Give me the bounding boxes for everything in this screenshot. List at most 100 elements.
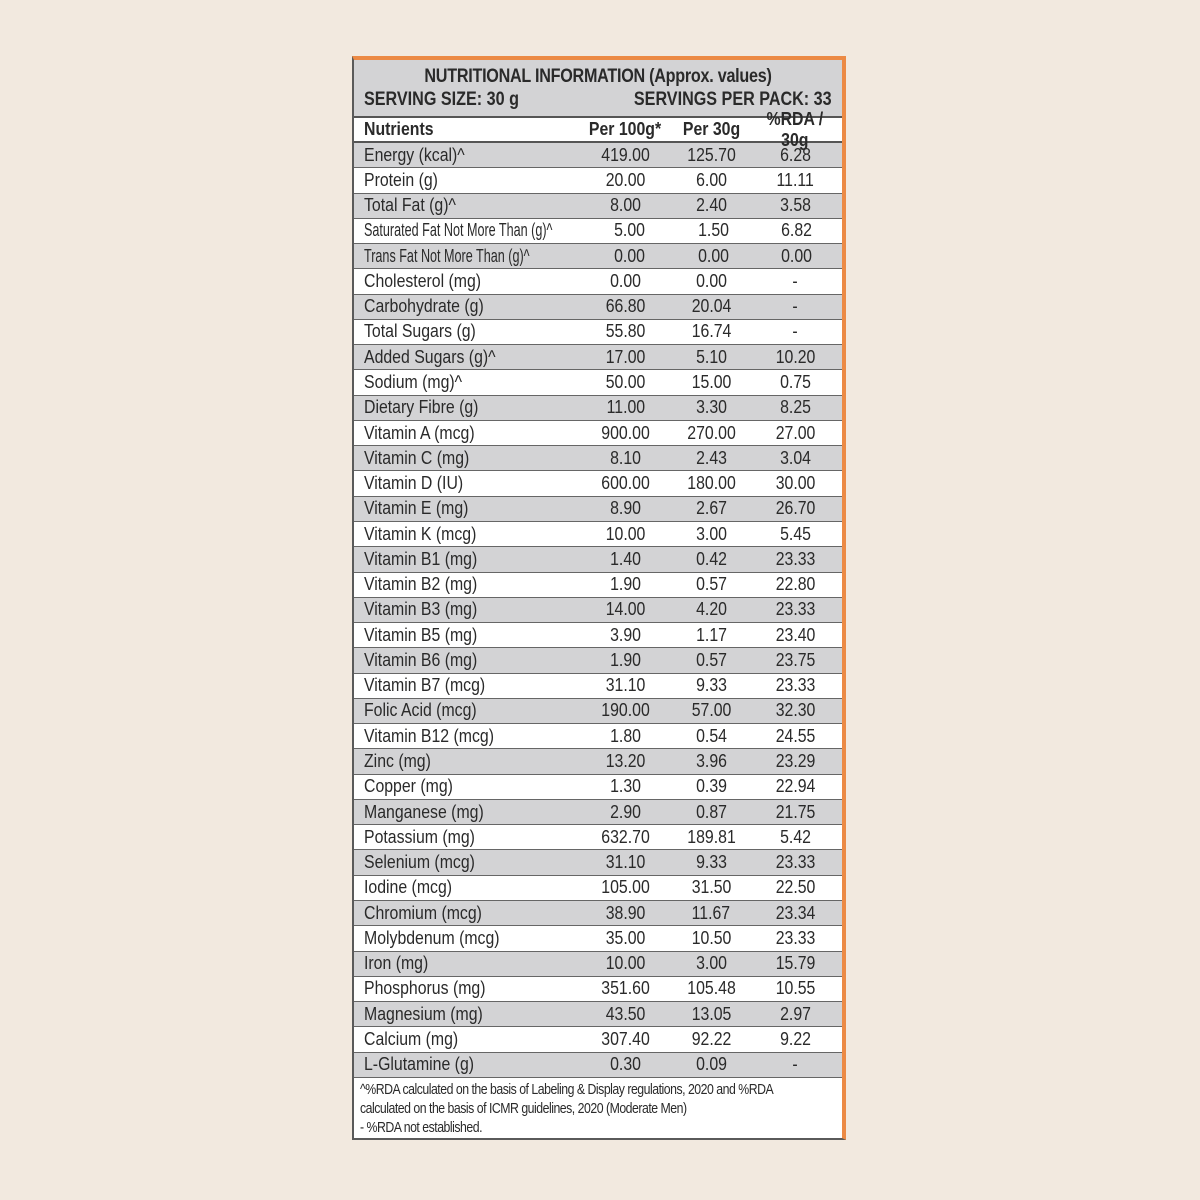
rda-value: 26.70 <box>775 498 815 519</box>
nutrient-name: Manganese (mg) <box>364 801 484 822</box>
table-row: Vitamin B5 (mg) 3.90 1.17 23.40 <box>354 623 842 649</box>
table-row: Selenium (mcg) 31.10 9.33 23.33 <box>354 850 842 876</box>
per-30g-value: 0.39 <box>695 776 727 797</box>
footnote: ^%RDA calculated on the basis of Labelin… <box>360 1080 774 1098</box>
per-100g-value: 10.00 <box>605 953 646 974</box>
rda-value: - <box>792 1054 798 1075</box>
per-100g-value: 0.30 <box>610 1054 641 1075</box>
table-row: Vitamin B3 (mg) 14.00 4.20 23.33 <box>354 597 842 624</box>
per-100g-value: 31.10 <box>605 675 646 696</box>
table-row: Trans Fat Not More Than (g)^ 0.00 0.00 0.00 <box>354 244 842 270</box>
footnotes: ^%RDA calculated on the basis of Labelin… <box>354 1078 842 1139</box>
table-row: Manganese (mg) 2.90 0.87 21.75 <box>354 799 842 826</box>
table-row: Zinc (mg) 13.20 3.96 23.29 <box>354 749 842 775</box>
table-row: Energy (kcal)^ 419.00 125.70 6.28 <box>354 143 842 169</box>
rda-value: 32.30 <box>775 700 815 721</box>
table-row: Vitamin B1 (mg) 1.40 0.42 23.33 <box>354 547 842 573</box>
nutrient-name: Iron (mg) <box>364 953 429 974</box>
per-100g-value: 14.00 <box>605 599 646 620</box>
per-30g-value: 5.10 <box>695 346 727 367</box>
rda-value: 2.97 <box>779 1003 811 1024</box>
table-row: Copper (mg) 1.30 0.39 22.94 <box>354 775 842 800</box>
per-30g-value: 0.57 <box>695 574 727 595</box>
nutrient-name: Iodine (mcg) <box>364 877 453 898</box>
nutrient-name: Saturated Fat Not More Than (g)^ <box>364 220 553 241</box>
per-30g-value: 9.33 <box>695 675 727 696</box>
per-30g-value: 3.00 <box>695 523 727 544</box>
per-100g-value: 43.50 <box>605 1003 646 1024</box>
rda-value: 23.75 <box>775 649 815 670</box>
footnote: - %RDA not established. <box>360 1118 483 1136</box>
nutrient-name: Chromium (mcg) <box>364 902 482 923</box>
per-30g-value: 0.54 <box>695 725 727 746</box>
per-100g-value: 5.00 <box>614 220 646 241</box>
per-100g-value: 307.40 <box>601 1028 650 1049</box>
table-row: Vitamin D (IU) 600.00 180.00 30.00 <box>354 471 842 497</box>
serving-size: SERVING SIZE: 30 g <box>364 89 519 110</box>
rda-value: 21.75 <box>775 801 815 822</box>
per-30g-value: 15.00 <box>691 372 732 393</box>
table-row: Vitamin B7 (mcg) 31.10 9.33 23.33 <box>354 674 842 699</box>
table-row: Total Fat (g)^ 8.00 2.40 3.58 <box>354 193 842 219</box>
per-30g-value: 11.67 <box>692 902 731 923</box>
table-row: Vitamin B12 (mcg) 1.80 0.54 24.55 <box>354 724 842 750</box>
nutrient-name: Trans Fat Not More Than (g)^ <box>364 245 530 266</box>
per-30g-value: 0.09 <box>695 1054 727 1075</box>
rda-value: 23.34 <box>775 902 815 923</box>
rda-value: 3.58 <box>779 195 811 216</box>
table-row: Vitamin K (mcg) 10.00 3.00 5.45 <box>354 522 842 548</box>
per-30g-value: 189.81 <box>687 826 736 847</box>
nutrient-name: Cholesterol (mg) <box>364 270 482 291</box>
nutrient-name: Vitamin D (IU) <box>364 473 464 494</box>
table-row: Vitamin A (mcg) 900.00 270.00 27.00 <box>354 421 842 447</box>
nutrition-label: NUTRITIONAL INFORMATION (Approx. values)… <box>352 56 846 1140</box>
nutrient-name: Vitamin B2 (mg) <box>364 574 478 595</box>
per-100g-value: 10.00 <box>605 523 646 544</box>
label-title: NUTRITIONAL INFORMATION (Approx. values) <box>424 66 772 87</box>
per-100g-value: 190.00 <box>601 700 650 721</box>
per-30g-value: 0.87 <box>695 801 727 822</box>
per-30g-value: 57.00 <box>691 700 732 721</box>
per-100g-value: 17.00 <box>605 346 646 367</box>
nutrient-name: Vitamin B1 (mg) <box>364 548 478 569</box>
per-30g-value: 1.17 <box>695 624 727 645</box>
per-100g-value: 0.00 <box>610 270 641 291</box>
nutrient-name: Vitamin B3 (mg) <box>364 599 478 620</box>
rda-value: 23.40 <box>775 624 815 645</box>
table-row: Potassium (mg) 632.70 189.81 5.42 <box>354 825 842 851</box>
per-30g-value: 31.50 <box>691 877 732 898</box>
per-100g-value: 0.00 <box>614 245 646 266</box>
nutrient-name: Vitamin A (mcg) <box>364 422 475 443</box>
footnote: calculated on the basis of ICMR guidelin… <box>360 1099 687 1117</box>
per-100g-value: 31.10 <box>605 852 646 873</box>
nutrient-name: Vitamin B5 (mg) <box>364 624 478 645</box>
table-row: Sodium (mg)^ 50.00 15.00 0.75 <box>354 370 842 396</box>
nutrient-name: Total Sugars (g) <box>364 321 476 342</box>
table-row: Dietary Fibre (g) 11.00 3.30 8.25 <box>354 395 842 421</box>
rda-value: 22.50 <box>775 877 815 898</box>
per-30g-value: 6.00 <box>695 169 727 190</box>
rda-value: 22.80 <box>775 574 815 595</box>
table-row: Calcium (mg) 307.40 92.22 9.22 <box>354 1027 842 1053</box>
per-30g-value: 180.00 <box>687 473 736 494</box>
per-100g-value: 8.90 <box>610 498 641 519</box>
rda-value: 30.00 <box>775 473 815 494</box>
rda-value: 23.33 <box>775 852 815 873</box>
column-header: Per 30g <box>682 119 740 139</box>
per-100g-value: 1.40 <box>610 548 641 569</box>
rda-value: 23.33 <box>775 675 815 696</box>
nutrient-name: Calcium (mg) <box>364 1028 459 1049</box>
per-30g-value: 4.20 <box>695 599 727 620</box>
column-header: %RDA / 30g <box>766 108 824 150</box>
per-30g-value: 9.33 <box>695 852 727 873</box>
per-30g-value: 16.74 <box>691 321 732 342</box>
rda-value: 23.33 <box>775 927 815 948</box>
rda-value: 24.55 <box>775 725 815 746</box>
per-100g-value: 1.90 <box>610 574 641 595</box>
nutrient-name: Vitamin K (mcg) <box>364 523 477 544</box>
per-100g-value: 20.00 <box>605 169 646 190</box>
nutrient-name: Phosphorus (mg) <box>364 978 486 999</box>
rda-value: - <box>792 321 798 342</box>
per-100g-value: 50.00 <box>605 372 646 393</box>
per-100g-value: 11.00 <box>606 397 645 418</box>
